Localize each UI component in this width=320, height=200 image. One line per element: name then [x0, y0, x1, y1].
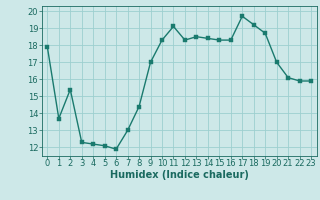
X-axis label: Humidex (Indice chaleur): Humidex (Indice chaleur)	[110, 170, 249, 180]
